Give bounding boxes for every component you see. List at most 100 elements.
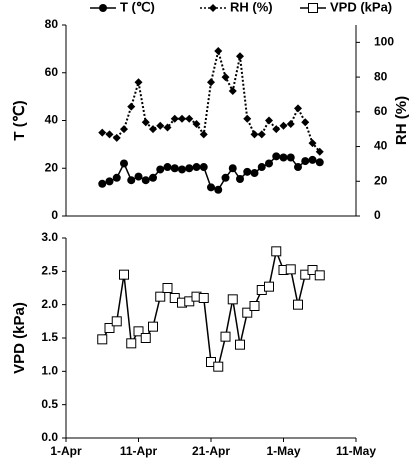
point xyxy=(126,338,137,349)
y-tick-label: 2.0 xyxy=(41,297,58,311)
y2-tick-label: 80 xyxy=(374,69,388,83)
x-tick-label: 1-Apr xyxy=(50,444,82,458)
y2-axis-label: RH (%) xyxy=(393,96,410,145)
point xyxy=(120,159,128,168)
y-axis-label: T (℃) xyxy=(11,100,28,140)
point xyxy=(301,118,310,127)
point xyxy=(192,163,201,172)
point xyxy=(272,152,281,161)
point xyxy=(315,147,324,156)
legend-label: T (℃) xyxy=(120,0,155,14)
y-tick-label: 0 xyxy=(51,208,58,222)
point xyxy=(170,164,179,173)
point xyxy=(127,102,136,111)
point xyxy=(148,321,158,332)
x-tick-label: 21-Apr xyxy=(192,444,230,458)
point xyxy=(141,176,150,185)
y-tick-label: 20 xyxy=(45,160,59,174)
point xyxy=(199,130,208,139)
point xyxy=(192,119,201,128)
point xyxy=(155,291,166,302)
point xyxy=(308,139,317,148)
point xyxy=(156,121,165,130)
y2-tick-label: 20 xyxy=(374,173,388,187)
y-tick-label: 0.0 xyxy=(41,430,58,444)
point xyxy=(221,73,230,82)
point xyxy=(293,299,303,310)
point xyxy=(163,163,172,172)
point xyxy=(307,265,318,275)
y2-tick-label: 100 xyxy=(374,35,394,49)
point xyxy=(185,164,194,173)
x-tick-label: 11-May xyxy=(336,444,376,458)
point xyxy=(134,172,143,181)
point xyxy=(228,86,237,95)
point xyxy=(120,125,128,134)
point xyxy=(185,114,194,123)
y2-tick-label: 40 xyxy=(374,139,388,153)
y-tick-label: 1.0 xyxy=(41,364,58,378)
point xyxy=(156,165,165,174)
point xyxy=(213,361,224,372)
point xyxy=(264,281,274,292)
point xyxy=(98,179,107,188)
x-tick-label: 1-May xyxy=(266,444,300,458)
series-line xyxy=(102,50,321,153)
point xyxy=(141,118,150,127)
point xyxy=(308,3,318,13)
legend-label: RH (%) xyxy=(230,0,273,14)
point xyxy=(111,316,122,327)
point xyxy=(243,114,252,123)
point xyxy=(140,333,151,343)
point xyxy=(178,165,186,174)
point xyxy=(301,157,310,166)
point xyxy=(227,294,238,305)
point xyxy=(119,269,129,280)
point xyxy=(285,264,296,275)
point xyxy=(170,114,179,123)
point xyxy=(99,4,107,12)
legend-label: VPD (kPa) xyxy=(330,0,392,14)
point xyxy=(162,283,173,293)
point xyxy=(250,130,259,139)
point xyxy=(235,339,245,350)
point xyxy=(214,47,223,56)
y-tick-label: 60 xyxy=(45,65,59,79)
point xyxy=(279,153,288,162)
x-tick-label: 11-Apr xyxy=(120,444,158,458)
point xyxy=(221,173,230,182)
point xyxy=(314,270,325,281)
point xyxy=(294,104,302,113)
point xyxy=(209,4,217,12)
point xyxy=(112,133,121,142)
point xyxy=(214,185,223,194)
point xyxy=(105,177,114,186)
point xyxy=(105,130,114,139)
y-tick-label: 2.5 xyxy=(41,264,58,278)
point xyxy=(133,326,144,337)
point xyxy=(242,307,253,318)
point xyxy=(257,130,266,139)
point xyxy=(199,163,208,172)
point xyxy=(294,163,302,172)
point xyxy=(149,125,157,134)
point xyxy=(249,301,260,311)
point xyxy=(308,155,317,164)
point xyxy=(112,173,121,182)
point xyxy=(236,52,244,61)
point xyxy=(257,163,266,172)
point xyxy=(97,334,108,345)
y-tick-label: 80 xyxy=(45,17,59,31)
y-tick-label: 1.5 xyxy=(41,330,58,344)
y-tick-label: 40 xyxy=(45,113,59,127)
point xyxy=(220,331,231,342)
point xyxy=(198,293,209,303)
point xyxy=(265,159,273,168)
point xyxy=(149,173,157,182)
point xyxy=(178,114,186,123)
point xyxy=(207,78,215,87)
point xyxy=(98,128,107,137)
point xyxy=(163,123,172,132)
point xyxy=(104,323,115,333)
